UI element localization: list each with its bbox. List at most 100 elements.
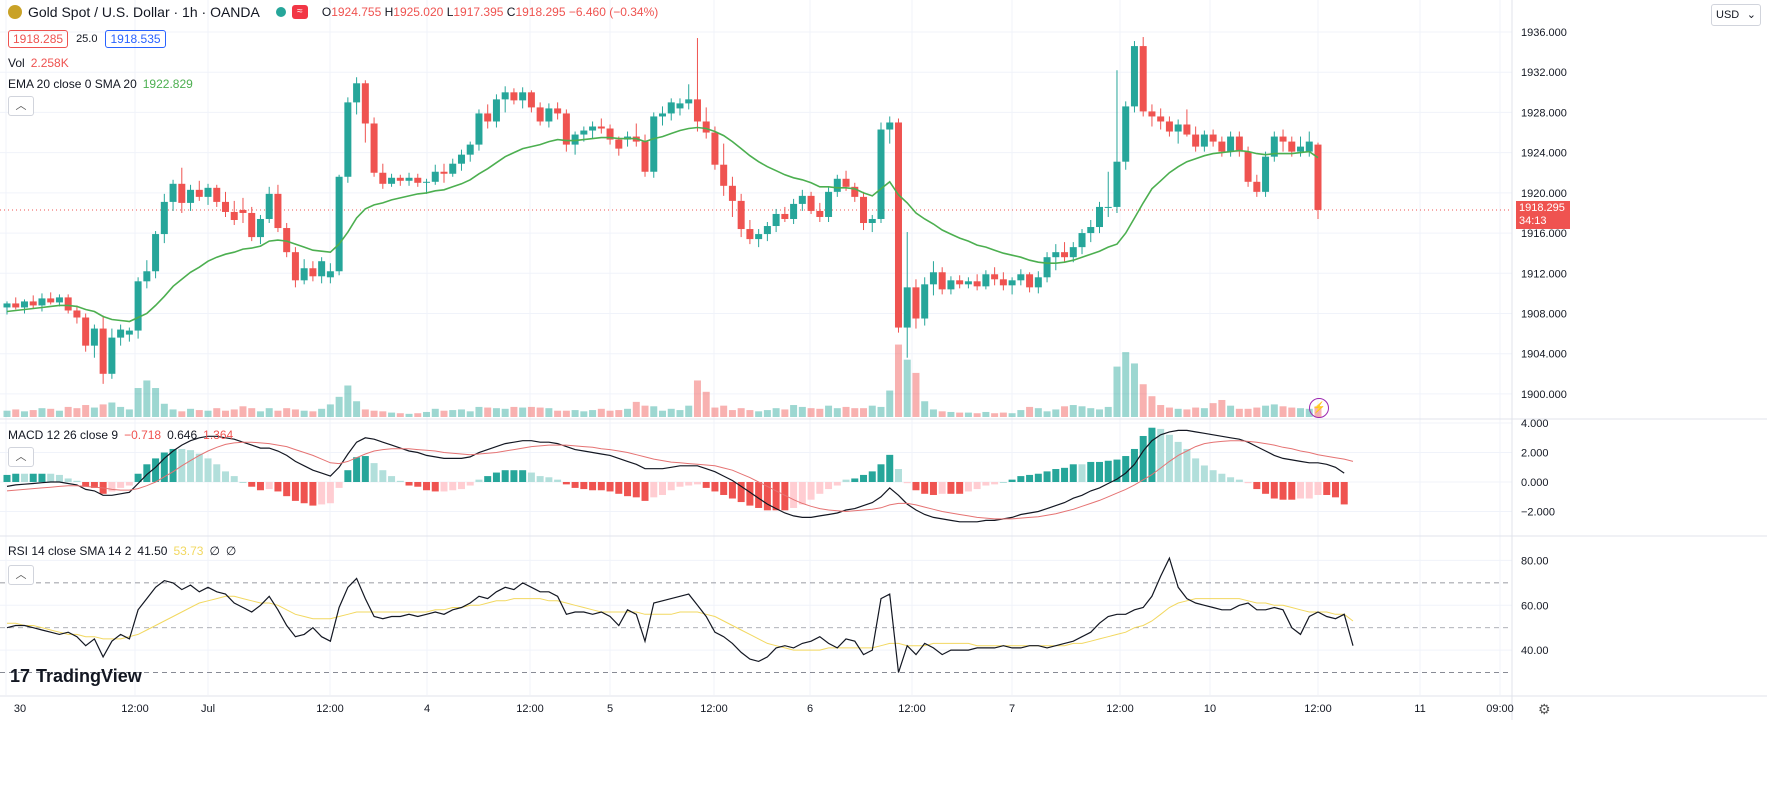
volume-bar (370, 410, 378, 417)
candle-body (55, 297, 63, 303)
ema-legend[interactable]: EMA 20 close 0 SMA 20 1922.829 (8, 77, 193, 91)
volume-bar (1078, 406, 1086, 417)
candle-body (160, 201, 168, 235)
macd-histogram-bar (964, 482, 972, 492)
macd-histogram-bar (423, 482, 431, 491)
macd-histogram-bar (720, 482, 728, 495)
macd-histogram-bar (187, 450, 195, 482)
candle-body (527, 92, 535, 108)
buy-button[interactable]: 1918.535 (105, 30, 166, 48)
volume-bar (475, 406, 483, 417)
macd-histogram-bar (318, 482, 326, 505)
volume-bar (353, 401, 361, 417)
volume-bar (676, 410, 684, 417)
macd-histogram-bar (562, 482, 570, 485)
macd-histogram-bar (12, 473, 20, 482)
macd-histogram-bar (361, 456, 369, 482)
macd-tick-label: 2.000 (1521, 448, 1549, 460)
data-problem-icon[interactable]: ≈ (291, 5, 308, 19)
macd-histogram-bar (125, 482, 133, 486)
macd-histogram-bar (309, 482, 317, 506)
candle-body (615, 139, 623, 149)
time-tick-label: 4 (424, 703, 430, 715)
macd-histogram-bar (222, 471, 229, 482)
macd-histogram-bar (388, 476, 396, 482)
collapse-legend-button[interactable]: ︿ (8, 96, 34, 116)
candle-body (274, 193, 282, 229)
macd-histogram-bar (55, 474, 63, 482)
volume-bar (641, 405, 649, 417)
volume-bar (379, 411, 387, 417)
candle-body (746, 229, 754, 240)
candle-body (973, 281, 981, 287)
candle-body (781, 213, 789, 219)
volume-bar (929, 409, 937, 417)
volume-bar (1148, 396, 1156, 417)
candle-body (1209, 134, 1217, 142)
macd-histogram-bar (475, 479, 483, 482)
volume-bar (536, 407, 544, 417)
volume-bar (335, 396, 343, 417)
price-tick-label: 1900.000 (1521, 389, 1567, 401)
volume-bar (650, 406, 658, 417)
candle-body (964, 281, 972, 285)
volume-bar (833, 408, 841, 417)
volume-bar (1174, 408, 1182, 417)
volume-bar (545, 408, 553, 417)
collapse-macd-button[interactable]: ︿ (8, 447, 34, 467)
macd-histogram-bar (1087, 461, 1095, 482)
candle-body (300, 268, 308, 281)
candle-body (929, 272, 937, 285)
volume-bar (781, 409, 789, 417)
volume-bar (1244, 408, 1252, 417)
macd-legend[interactable]: MACD 12 26 close 9 −0.718 0.646 1.364 (8, 428, 234, 442)
macd-histogram-bar (73, 480, 81, 482)
macd-histogram-bar (440, 482, 448, 492)
volume-bar (1288, 407, 1296, 417)
candle-body (860, 196, 868, 224)
candle-body (82, 317, 90, 346)
macd-histogram-bar (519, 470, 527, 482)
macd-histogram-bar (108, 482, 116, 492)
alert-lightning-icon[interactable]: ⚡ (1309, 398, 1329, 418)
macd-histogram-bar (64, 478, 72, 482)
candle-body (510, 92, 518, 101)
volume-bar (1227, 405, 1235, 417)
volume-legend[interactable]: Vol 2.258K (8, 56, 69, 70)
candle-body (807, 195, 815, 211)
candle-body (562, 113, 570, 145)
sell-button[interactable]: 1918.285 (8, 30, 69, 48)
rsi-legend[interactable]: RSI 14 close SMA 14 2 41.50 53.73 ∅ ∅ (8, 544, 237, 558)
price-tick-label: 1912.000 (1521, 268, 1567, 280)
candle-body (1026, 274, 1034, 288)
candle-body (956, 280, 964, 285)
candle-body (1061, 252, 1069, 258)
volume-bar (851, 408, 859, 417)
tradingview-logo[interactable]: 17 TradingView (10, 666, 142, 686)
currency-selector[interactable]: USD ⌄ (1711, 4, 1761, 26)
candle-body (466, 144, 474, 155)
macd-histogram-bar (842, 479, 850, 482)
candle-body (1069, 247, 1077, 258)
volume-bar (204, 410, 212, 417)
macd-histogram-bar (886, 454, 894, 482)
candle-body (1139, 46, 1147, 112)
macd-histogram-bar (1026, 474, 1034, 482)
time-tick-label: 10 (1204, 703, 1216, 715)
collapse-rsi-button[interactable]: ︿ (8, 565, 34, 585)
settings-gear-icon[interactable]: ⚙ (1538, 701, 1551, 717)
macd-histogram-bar (1157, 428, 1165, 482)
volume-bar (47, 408, 55, 417)
volume-bar (763, 410, 771, 417)
volume-bar (667, 408, 675, 417)
symbol-title[interactable]: Gold Spot / U.S. Dollar · 1h · OANDA (28, 4, 260, 20)
volume-bar (1218, 399, 1226, 417)
time-tick-label: 5 (607, 703, 613, 715)
candle-body (1043, 257, 1051, 278)
candle-body (693, 99, 701, 122)
volume-bar (1139, 384, 1147, 417)
volume-bar (624, 408, 632, 417)
macd-histogram-bar (1139, 435, 1147, 482)
macd-histogram-bar (1034, 473, 1042, 482)
